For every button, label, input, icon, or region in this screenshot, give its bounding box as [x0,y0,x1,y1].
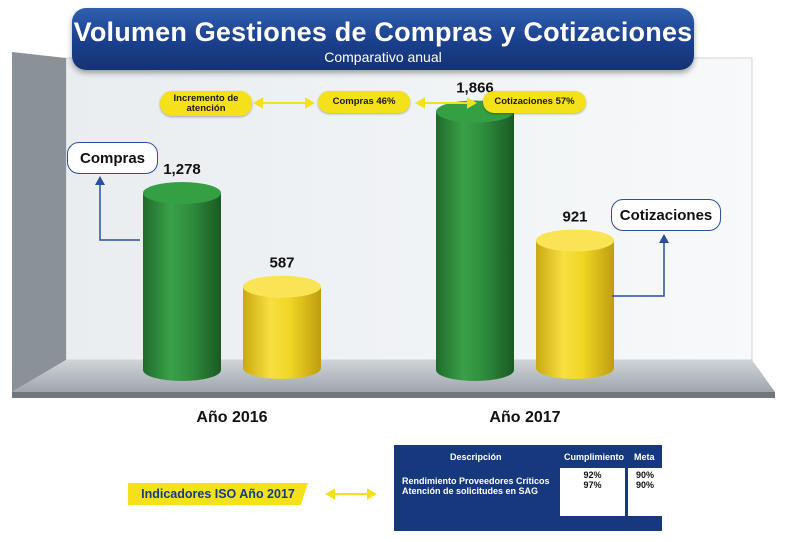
value-label-compras-2: 1,866 [456,80,494,97]
chart-subtitle: Comparativo anual [324,49,442,65]
pill-cotizaciones: Cotizaciones 57% [483,91,586,113]
bar-cap [143,181,221,204]
title-banner: Volumen Gestiones de Compras y Cotizacio… [72,8,694,70]
callout-cotizaciones: Cotizaciones [611,199,721,231]
pill-compras: Compras 46% [318,91,410,113]
bar-cotizaciones-2 [536,229,614,379]
chart-side-wall [12,52,66,392]
iso-row-1-cumplimiento: 92% [583,470,602,480]
category-label-1: Año 2016 [196,409,267,426]
iso-descriptions: Rendimiento Proveedores Críticos Atenció… [402,476,550,496]
iso-meta-cell: 90% 90% [628,468,662,516]
bar-body [143,192,221,381]
iso-row-1-meta: 90% [635,470,654,480]
bar-body [536,240,614,379]
iso-row-2-descripcion: Atención de solicitudes en SAG [402,486,539,496]
pill-incremento: Incremento de atención [160,91,252,116]
value-label-cotizaciones-1: 587 [269,255,294,272]
chart-floor-edge [12,392,775,398]
category-label-2: Año 2017 [489,409,560,426]
bar-compras-1 [143,181,221,381]
iso-cumplimiento-cell: 92% 97% [560,468,625,516]
iso-header-meta: Meta [634,452,655,462]
bar-cap [243,275,321,298]
iso-row-1-descripcion: Rendimiento Proveedores Críticos [402,476,550,486]
callout-connectors [99,182,665,297]
chart-title: Volumen Gestiones de Compras y Cotizacio… [73,17,693,47]
bar-cotizaciones-1 [243,275,321,379]
callout-arrowheads [95,176,669,243]
iso-header-cumplimiento: Cumplimiento [564,452,624,462]
value-label-cotizaciones-2: 921 [562,208,587,225]
bar-compras-2 [436,100,514,382]
bar-body [436,111,514,382]
iso-header-descripcion: Descripción [450,452,502,462]
callout-compras: Compras [67,142,158,174]
iso-table: Descripción Cumplimiento Meta Rendimient… [394,445,662,531]
bar-cap [536,229,614,252]
value-label-compras-1: 1,278 [163,161,201,178]
pill-connectors [252,97,478,500]
iso-row-2-cumplimiento: 97% [583,480,602,490]
iso-indicators-label: Indicadores ISO Año 2017 [128,483,308,505]
chart-floor [12,360,775,392]
iso-row-2-meta: 90% [635,480,654,490]
bar-body [243,286,321,379]
